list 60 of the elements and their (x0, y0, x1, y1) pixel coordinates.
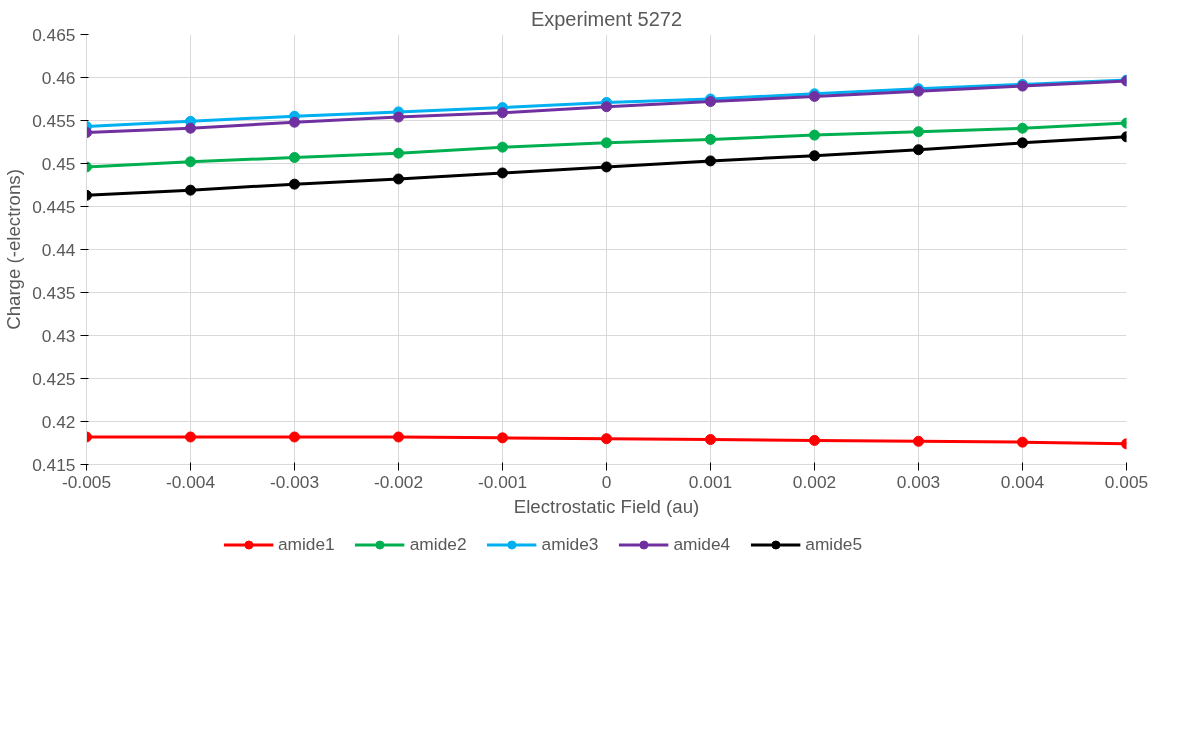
x-tick-label: 0.002 (792, 471, 837, 492)
point (705, 133, 716, 145)
point (1017, 137, 1028, 149)
point (601, 433, 612, 445)
point (809, 434, 820, 446)
point (393, 173, 404, 185)
point (393, 111, 404, 123)
y-tick-label: 0.42 (41, 411, 76, 432)
y-tick-label: 0.455 (32, 110, 76, 131)
legend-label: amide4 (673, 533, 731, 555)
point (185, 431, 196, 443)
legend-label: amide3 (541, 533, 599, 555)
point (289, 116, 300, 128)
point (601, 137, 612, 149)
point (1017, 122, 1028, 134)
x-tick-label: 0.005 (1104, 471, 1149, 492)
point (497, 107, 508, 119)
point (809, 129, 820, 141)
point (705, 155, 716, 167)
point (185, 156, 196, 168)
point (601, 101, 612, 113)
y-axis-title: Charge (-electrons) (3, 169, 25, 330)
point (913, 144, 924, 156)
point (705, 434, 716, 446)
x-tick-label: 0 (601, 471, 612, 492)
x-tick-label: 0.004 (1000, 471, 1045, 492)
y-tick-label: 0.46 (41, 67, 76, 88)
y-tick-label: 0.425 (32, 368, 76, 389)
x-axis-title: Electrostatic Field (au) (513, 495, 700, 517)
y-tick-label: 0.465 (32, 24, 76, 45)
point (393, 431, 404, 443)
point (913, 435, 924, 447)
y-tick-label: 0.445 (32, 196, 76, 217)
point (185, 122, 196, 134)
x-tick-label: 0.001 (688, 471, 733, 492)
legend-label: amide1 (277, 533, 335, 555)
x-tick-label: -0.002 (373, 471, 424, 492)
point (289, 178, 300, 190)
legend-label: amide2 (409, 533, 467, 555)
point (1017, 436, 1028, 448)
point (185, 184, 196, 196)
point (497, 432, 508, 444)
chart-title: Experiment 5272 (530, 7, 683, 30)
y-tick-label: 0.45 (41, 153, 76, 174)
x-tick-label: 0.003 (896, 471, 941, 492)
point (601, 161, 612, 173)
y-tick-label: 0.43 (41, 325, 76, 346)
y-tick-label: 0.435 (32, 282, 76, 303)
point (497, 141, 508, 153)
point (289, 431, 300, 443)
y-tick-label: 0.44 (41, 239, 76, 260)
x-tick-label: -0.003 (269, 471, 320, 492)
x-tick-label: -0.001 (477, 471, 528, 492)
point (289, 151, 300, 163)
point (497, 167, 508, 179)
legend-label: amide5 (805, 533, 863, 555)
point (809, 150, 820, 162)
point (913, 126, 924, 138)
x-tick-label: -0.004 (165, 471, 216, 492)
point (393, 147, 404, 159)
